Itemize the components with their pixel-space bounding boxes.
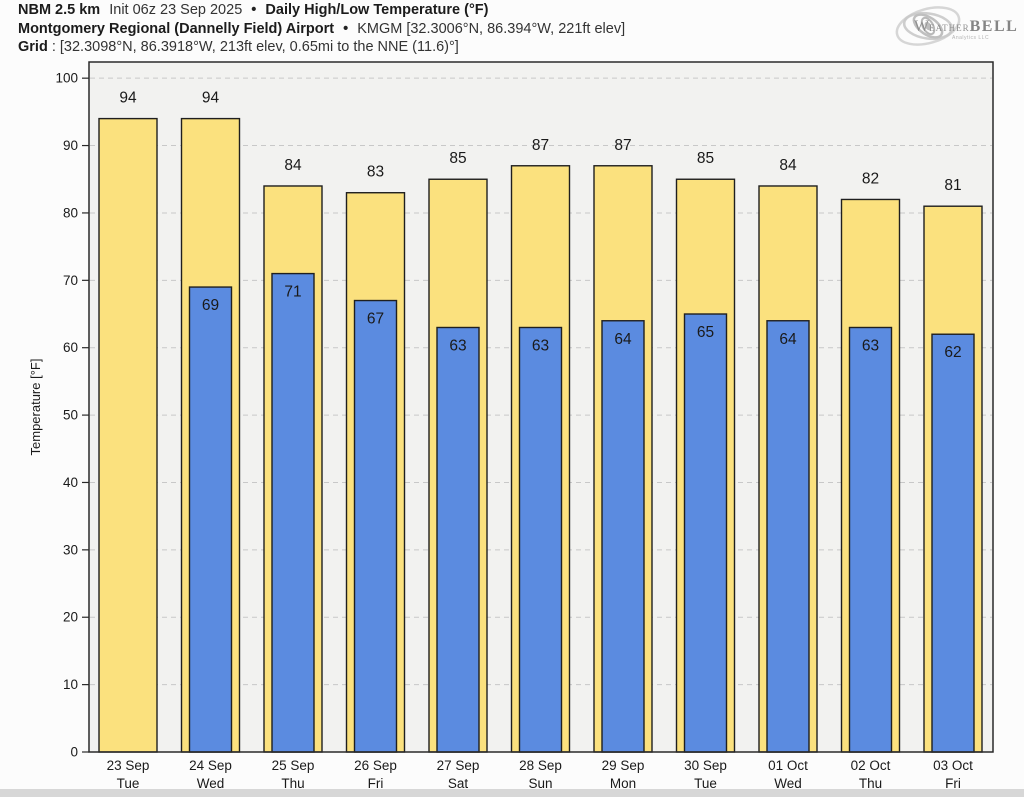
y-tick-label: 20: [63, 610, 78, 625]
x-tick-label-day: Fri: [368, 776, 384, 790]
high-value-label: 85: [449, 150, 466, 167]
x-tick-label-date: 28 Sep: [519, 758, 562, 773]
init-time: Init 06z 23 Sep 2025: [109, 2, 243, 18]
x-tick-label-day: Fri: [945, 776, 961, 790]
high-value-label: 84: [284, 157, 302, 174]
low-bar: [601, 320, 645, 753]
logo-word-mid: EATHER: [929, 23, 970, 33]
low-value-label: 71: [284, 284, 301, 301]
low-value-label: 63: [449, 337, 466, 354]
high-value-label: 87: [614, 137, 631, 154]
x-tick-label-date: 30 Sep: [684, 758, 727, 773]
header-line-3: Grid : [32.3098°N, 86.3918°W, 213ft elev…: [18, 38, 625, 57]
high-value-label: 81: [944, 177, 961, 194]
separator-dot: •: [251, 2, 257, 18]
low-value-label: 65: [697, 324, 714, 341]
low-value-label: 67: [367, 311, 384, 328]
weatherbell-logo: WEATHERBELL Analytics LLC: [890, 3, 1018, 49]
low-value-label: 64: [614, 331, 632, 348]
x-tick-label-day: Thu: [281, 776, 304, 790]
low-bar: [683, 313, 728, 753]
logo-wordmark: WEATHERBELL: [914, 18, 1018, 36]
y-tick-label: 50: [63, 408, 78, 423]
y-tick-label: 10: [63, 677, 78, 692]
high-value-label: 87: [532, 137, 549, 154]
plot-canvas: 94 94 84 83 85 87 87 85 84 82 81 69 71 67 63 63 64 65 64 63…: [28, 61, 994, 791]
model-name: NBM 2.5 km: [18, 2, 101, 18]
high-bar: [98, 117, 158, 753]
high-value-label: 85: [697, 150, 714, 167]
low-bar: [436, 326, 480, 753]
x-tick-label-day: Mon: [610, 776, 636, 790]
high-value-label: 83: [367, 164, 384, 181]
y-tick-label: 60: [63, 340, 78, 355]
separator-dot: •: [343, 20, 349, 37]
x-tick-label-day: Tue: [694, 776, 717, 790]
low-value-label: 69: [202, 297, 219, 314]
low-value-label: 63: [532, 337, 549, 354]
x-tick-label-date: 29 Sep: [602, 758, 645, 773]
x-tick-label-day: Sun: [528, 776, 552, 790]
x-tick-label-date: 03 Oct: [933, 758, 973, 773]
logo-subtext: Analytics LLC: [952, 35, 990, 41]
plot-border: [88, 61, 994, 753]
high-value-label: 94: [119, 90, 137, 107]
y-tick-label: 100: [55, 71, 78, 86]
x-tick-label-date: 02 Oct: [851, 758, 891, 773]
station-name: Montgomery Regional (Dannelly Field) Air…: [18, 20, 335, 37]
x-tick-label-day: Thu: [859, 776, 882, 790]
y-tick-label: 80: [63, 205, 78, 220]
x-tick-label-day: Wed: [774, 776, 802, 790]
x-tick-label-day: Sat: [448, 776, 469, 790]
chart-header: NBM 2.5 km Init 06z 23 Sep 2025 • Daily …: [18, 1, 625, 57]
low-bar: [353, 299, 398, 753]
x-tick-label-date: 27 Sep: [437, 758, 480, 773]
low-bar: [271, 272, 315, 753]
y-tick-label: 30: [63, 542, 78, 557]
station-id: KMGM [32.3006°N, 86.394°W, 221ft elev]: [357, 20, 626, 37]
x-tick-label-date: 26 Sep: [354, 758, 397, 773]
x-tick-label-date: 01 Oct: [768, 758, 808, 773]
low-bar: [188, 286, 233, 753]
logo-word-start: W: [914, 18, 930, 35]
x-tick-label-date: 24 Sep: [189, 758, 232, 773]
low-value-label: 64: [779, 331, 797, 348]
low-bar: [931, 333, 975, 753]
header-line-2: Montgomery Regional (Dannelly Field) Air…: [18, 20, 625, 39]
bottom-strip: [0, 789, 1024, 797]
high-value-label: 82: [862, 170, 879, 187]
high-value-label: 84: [779, 157, 797, 174]
grid-label: Grid: [18, 39, 48, 55]
x-tick-label-date: 25 Sep: [272, 758, 315, 773]
grid-details: : [32.3098°N, 86.3918°W, 213ft elev, 0.6…: [51, 39, 459, 55]
y-tick-label: 40: [63, 475, 78, 490]
low-value-label: 63: [862, 337, 879, 354]
y-tick-label: 90: [63, 138, 78, 153]
y-tick-label: 70: [63, 273, 78, 288]
x-tick-label-day: Tue: [117, 776, 140, 790]
logo-word-end: BELL: [969, 18, 1019, 35]
low-value-label: 62: [944, 344, 961, 361]
temperature-bar-chart: 94 94 84 83 85 87 87 85 84 82 81 69 71 67 63 63 64 65 64 63…: [0, 60, 1024, 791]
hurricane-swirl-icon: [895, 6, 961, 46]
header-line-1: NBM 2.5 km Init 06z 23 Sep 2025 • Daily …: [18, 1, 625, 20]
chart-title: Daily High/Low Temperature (°F): [265, 2, 489, 18]
x-tick-label-date: 23 Sep: [107, 758, 150, 773]
low-bar: [766, 320, 810, 753]
y-tick-label: 0: [70, 745, 78, 760]
y-axis-title: Temperature [°F]: [28, 359, 43, 456]
low-bar: [848, 326, 893, 753]
high-value-label: 94: [202, 90, 220, 107]
low-bar: [518, 326, 563, 753]
x-tick-label-day: Wed: [197, 776, 225, 790]
